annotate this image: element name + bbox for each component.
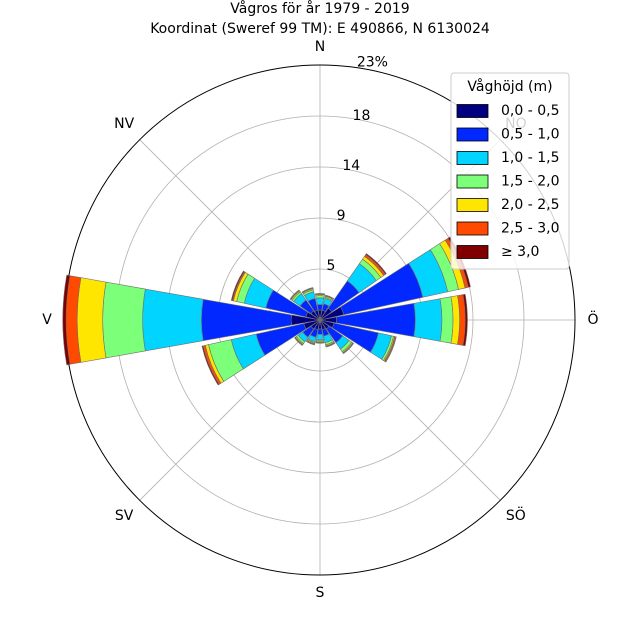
legend-entry: 0,5 - 1,0	[501, 127, 559, 143]
legend-swatch	[456, 151, 489, 165]
legend-entry: 0,0 - 0,5	[501, 103, 559, 119]
sector-bar	[230, 270, 245, 301]
grid-spoke	[139, 139, 321, 321]
sector-bar	[315, 297, 325, 306]
legend-swatch	[456, 174, 489, 189]
direction-label: SV	[115, 508, 134, 524]
sector-bar	[462, 293, 468, 347]
sector-bar	[342, 342, 355, 355]
ring-label: 9	[337, 208, 346, 224]
direction-label: V	[42, 312, 52, 328]
sector-bar	[201, 345, 220, 386]
direction-label: N	[315, 39, 325, 55]
direction-label: NV	[114, 116, 134, 132]
chart-title: Vågros för år 1979 - 2019	[230, 0, 409, 17]
ring-label: 23%	[357, 54, 388, 70]
sector-bar	[385, 336, 397, 363]
legend-box	[450, 72, 570, 270]
legend-entry: 1,0 - 1,5	[501, 150, 559, 166]
sector-bar	[62, 274, 71, 366]
sector-bar	[102, 281, 146, 359]
ring-labels: 5 9 14 18 23%	[327, 54, 388, 274]
legend-entry: 2,0 - 2,5	[501, 197, 559, 213]
sector-bar	[325, 342, 336, 348]
legend-swatch	[456, 221, 489, 236]
sector-bar	[365, 253, 387, 275]
direction-label: Ö	[587, 310, 598, 328]
sector-bar	[317, 328, 323, 335]
sector-bar	[305, 340, 315, 346]
sector-bar	[325, 294, 335, 300]
sector-bar	[413, 298, 443, 342]
sector-bar	[316, 304, 324, 311]
legend: Våghöjd (m) 0,0 - 0,5 0,5 - 1,0 1,0 - 1,5 1,…	[450, 72, 570, 270]
sector-bar	[76, 277, 107, 363]
legend-swatch	[456, 198, 489, 212]
sector-bar	[315, 342, 325, 344]
legend-entry: 1,5 - 2,0	[501, 174, 559, 190]
ring-label: 5	[327, 258, 336, 274]
ring-label: 18	[353, 108, 371, 124]
legend-swatch	[456, 104, 489, 118]
sector-bar	[315, 293, 325, 295]
legend-entry: ≥ 3,0	[501, 244, 539, 260]
chart-subtitle: Koordinat (Sweref 99 TM): E 490866, N 61…	[150, 21, 490, 37]
direction-label: SÖ	[506, 506, 526, 524]
legend-title: Våghöjd (m)	[467, 78, 552, 95]
grid-spoke	[319, 319, 501, 501]
ring-label: 14	[342, 158, 360, 174]
legend-swatch	[456, 127, 489, 142]
grid-spoke	[139, 319, 321, 501]
sector-bar	[142, 288, 204, 352]
sector-bar	[294, 337, 303, 346]
sector-bars	[62, 236, 471, 386]
direction-label: S	[316, 585, 325, 601]
sector-bar	[439, 296, 454, 344]
sector-bar	[316, 333, 324, 341]
legend-entry: 2,5 - 3,0	[501, 221, 559, 237]
sector-bar	[289, 289, 300, 300]
legend-swatch	[456, 245, 489, 259]
sector-bar	[301, 287, 314, 293]
